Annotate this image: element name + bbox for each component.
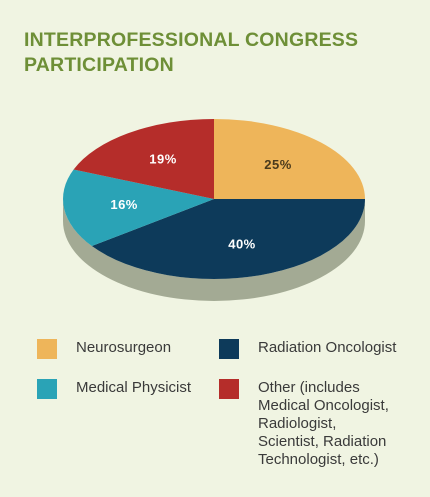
legend-item-medical-physicist: Medical Physicist [37,379,191,399]
pie-labels: 25% 40% 16% 19% [110,151,291,251]
legend-swatch-neurosurgeon [37,339,57,359]
pie-chart: 25% 40% 16% 19% [62,119,365,301]
pie-side [63,199,365,301]
chart-title-line-1: INTERPROFESSIONAL CONGRESS [24,29,359,51]
pie-label-medical-physicist: 16% [110,197,138,212]
pie-slice-other [73,119,214,199]
legend-swatch-other [219,379,239,399]
legend-label-other-line-1: Other (includes [258,379,360,396]
legend-label-neurosurgeon-line: Neurosurgeon [76,339,172,356]
legend-label-other: Other (includes Medical Oncologist, Radi… [258,379,389,469]
legend-label-other-line-2: Medical Oncologist, [258,397,389,414]
legend-swatch-radiation-oncologist [219,339,239,359]
legend-label-medical-physicist-line: Medical Physicist [76,379,192,396]
legend-label-medical-physicist: Medical Physicist [76,379,191,397]
pie-label-radiation-oncologist: 40% [228,237,256,252]
chart-title: INTERPROFESSIONAL CONGRESS PARTICIPATION [24,28,404,78]
pie-slice-medical-physicist [62,169,215,247]
chart-title-line-2: PARTICIPATION [24,54,174,76]
legend-item-radiation-oncologist: Radiation Oncologist [219,339,396,359]
pie-slices [62,119,365,279]
legend-swatch-medical-physicist [37,379,57,399]
legend-label-other-line-3: Radiologist, [258,415,337,432]
pie-label-neurosurgeon: 25% [264,157,292,172]
legend-label-neurosurgeon: Neurosurgeon [76,339,171,357]
pie-label-other: 19% [149,151,177,166]
legend-item-other: Other (includes Medical Oncologist, Radi… [219,379,389,469]
legend-label-radiation-oncologist: Radiation Oncologist [258,339,396,357]
legend-label-radiation-oncologist-line: Radiation Oncologist [258,339,397,356]
legend-label-other-line-4: Scientist, Radiation [258,433,387,450]
legend-item-neurosurgeon: Neurosurgeon [37,339,171,359]
legend-label-other-line-5: Technologist, etc.) [258,451,379,468]
pie-slice-neurosurgeon [214,119,365,199]
pie-slice-radiation-oncologist [91,199,365,279]
